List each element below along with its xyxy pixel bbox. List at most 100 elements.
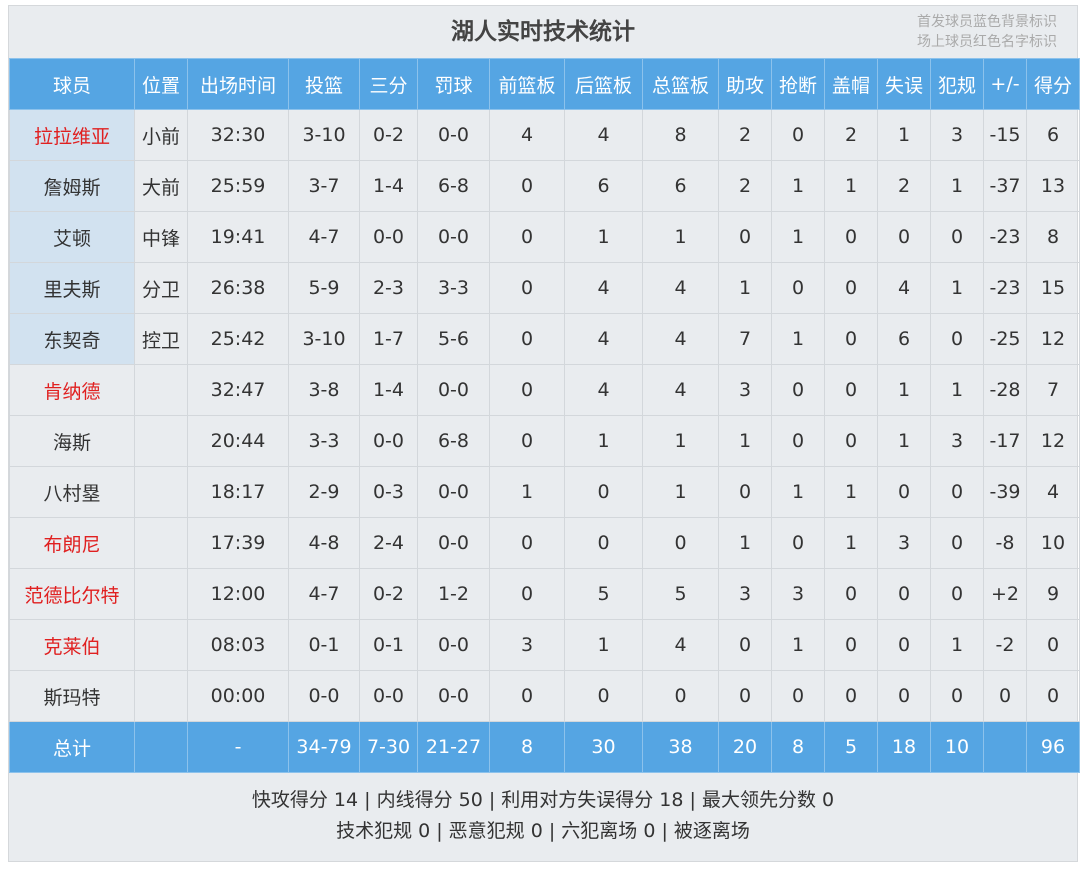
column-header[interactable]: 犯规 xyxy=(930,58,984,110)
stat-cell: 1 xyxy=(877,109,931,161)
stat-cell: 0-3 xyxy=(359,466,418,518)
stat-cell: 2 xyxy=(718,109,772,161)
stat-cell: 1 xyxy=(489,466,565,518)
stat-cell: 3 xyxy=(718,568,772,620)
stat-cell: 0 xyxy=(718,211,772,263)
stat-cell: 25:59 xyxy=(187,160,289,212)
summary-line-2: 技术犯规 0 | 恶意犯规 0 | 六犯离场 0 | 被逐离场 xyxy=(336,820,750,842)
stat-cell: -39 xyxy=(983,466,1027,518)
stat-cell: 0 xyxy=(930,211,984,263)
column-header[interactable]: 罚球 xyxy=(417,58,490,110)
player-row: 肯纳德 32:47 3-8 1-4 0-0 0 4 4 3 0 0 1 1 -28 7 xyxy=(9,364,1080,416)
column-header[interactable]: 助攻 xyxy=(718,58,772,110)
stat-cell: 25:42 xyxy=(187,313,289,365)
player-name[interactable]: 詹姆斯 xyxy=(9,160,135,212)
column-header[interactable]: 抢断 xyxy=(771,58,825,110)
stat-cell: 0 xyxy=(771,109,825,161)
stat-cell: 0-0 xyxy=(417,466,490,518)
stat-cell: 0-0 xyxy=(417,364,490,416)
column-header[interactable]: 总篮板 xyxy=(642,58,719,110)
stat-cell: 5-6 xyxy=(417,313,490,365)
stat-cell: 中锋 xyxy=(134,211,188,263)
stat-cell: 0-0 xyxy=(417,211,490,263)
header-row: 球员 位置 出场时间 投篮 三分 罚球 前篮板 后篮板 总篮板 助攻 抢断 盖帽 失误 犯规 +/- 得分 xyxy=(9,58,1080,110)
stat-cell: 0 xyxy=(489,670,565,722)
stat-cell: 2-9 xyxy=(288,466,360,518)
total-cell: 7-30 xyxy=(359,721,418,773)
player-name[interactable]: 拉拉维亚 xyxy=(9,109,135,161)
column-header[interactable]: +/- xyxy=(983,58,1027,110)
total-cell: 34-79 xyxy=(288,721,360,773)
player-row: 詹姆斯 大前 25:59 3-7 1-4 6-8 0 6 6 2 1 1 2 1 -37 13 xyxy=(9,160,1080,212)
stat-cell: 0 xyxy=(824,619,878,671)
column-header[interactable]: 位置 xyxy=(134,58,188,110)
stat-cell: 5-9 xyxy=(288,262,360,314)
column-header[interactable]: 前篮板 xyxy=(489,58,565,110)
column-header[interactable]: 后篮板 xyxy=(564,58,643,110)
starter-note: 首发球员蓝色背景标识 xyxy=(917,14,1057,30)
stat-cell: 0 xyxy=(877,568,931,620)
stat-cell: -23 xyxy=(983,262,1027,314)
column-header[interactable]: 出场时间 xyxy=(187,58,289,110)
summary-footer: 快攻得分 14 | 内线得分 50 | 利用对方失误得分 18 | 最大领先分数… xyxy=(9,773,1077,847)
player-name[interactable]: 东契奇 xyxy=(9,313,135,365)
stat-cell: 0 xyxy=(930,568,984,620)
stat-cell: 26:38 xyxy=(187,262,289,314)
player-name[interactable]: 肯纳德 xyxy=(9,364,135,416)
stat-cell: 3 xyxy=(930,415,984,467)
stat-cell: 3-7 xyxy=(288,160,360,212)
player-name[interactable]: 布朗尼 xyxy=(9,517,135,569)
stat-cell: 4 xyxy=(489,109,565,161)
stat-cell: -25 xyxy=(983,313,1027,365)
column-header[interactable]: 失误 xyxy=(877,58,931,110)
stat-cell: 0 xyxy=(930,670,984,722)
column-header[interactable]: 三分 xyxy=(359,58,418,110)
stat-cell: 12 xyxy=(1026,313,1080,365)
stat-cell: 0 xyxy=(718,619,772,671)
stats-table: 球员 位置 出场时间 投篮 三分 罚球 前篮板 后篮板 总篮板 助攻 抢断 盖帽 失误 犯规 +/- 得分 拉… xyxy=(9,58,1080,773)
column-header[interactable]: 盖帽 xyxy=(824,58,878,110)
player-name[interactable]: 海斯 xyxy=(9,415,135,467)
stat-cell: 8 xyxy=(1026,211,1080,263)
player-name[interactable]: 范德比尔特 xyxy=(9,568,135,620)
column-header[interactable]: 得分 xyxy=(1026,58,1080,110)
stat-cell: -17 xyxy=(983,415,1027,467)
stat-cell: 0-2 xyxy=(359,568,418,620)
stat-cell: 3 xyxy=(718,364,772,416)
stat-cell: 4-8 xyxy=(288,517,360,569)
stat-cell: 4 xyxy=(564,364,643,416)
stat-cell: 0 xyxy=(824,364,878,416)
player-name[interactable]: 斯玛特 xyxy=(9,670,135,722)
total-cell: 96 xyxy=(1026,721,1080,773)
stat-cell: 0-0 xyxy=(417,109,490,161)
stat-cell: 0 xyxy=(489,160,565,212)
player-row: 艾顿 中锋 19:41 4-7 0-0 0-0 0 1 1 0 1 0 0 0 -23 8 xyxy=(9,211,1080,263)
stat-cell: 1 xyxy=(718,415,772,467)
stat-cell: 1 xyxy=(771,619,825,671)
player-name[interactable]: 里夫斯 xyxy=(9,262,135,314)
stat-cell: 4 xyxy=(1026,466,1080,518)
player-name[interactable]: 艾顿 xyxy=(9,211,135,263)
stat-cell: 12 xyxy=(1026,415,1080,467)
stat-cell: 1 xyxy=(564,211,643,263)
stat-cell: 0 xyxy=(489,568,565,620)
stat-cell: 0-0 xyxy=(359,415,418,467)
column-header[interactable]: 球员 xyxy=(9,58,135,110)
player-name[interactable]: 克莱伯 xyxy=(9,619,135,671)
stat-cell: 0 xyxy=(1026,670,1080,722)
player-name[interactable]: 八村塁 xyxy=(9,466,135,518)
stat-cell: 5 xyxy=(564,568,643,620)
stat-cell: 2 xyxy=(718,160,772,212)
stat-cell: 1-2 xyxy=(417,568,490,620)
stat-cell: 7 xyxy=(718,313,772,365)
stat-cell: 4 xyxy=(642,262,719,314)
stat-cell: 2-4 xyxy=(359,517,418,569)
player-row: 斯玛特 00:00 0-0 0-0 0-0 0 0 0 0 0 0 0 0 0 0 xyxy=(9,670,1080,722)
stat-cell: 12:00 xyxy=(187,568,289,620)
total-cell: 20 xyxy=(718,721,772,773)
stat-cell: 0-0 xyxy=(417,670,490,722)
stat-cell: 0 xyxy=(877,466,931,518)
column-header[interactable]: 投篮 xyxy=(288,58,360,110)
stat-cell: 5 xyxy=(642,568,719,620)
stat-cell: 0 xyxy=(718,670,772,722)
